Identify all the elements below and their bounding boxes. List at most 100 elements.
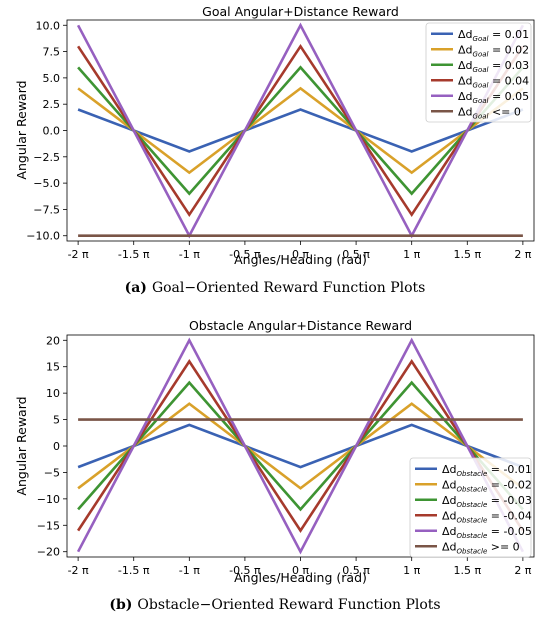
legend-entry-base: Δd — [458, 28, 473, 41]
x-tick-label: 0.5 π — [342, 564, 370, 577]
y-tick-label: −2.5 — [33, 151, 60, 164]
x-tick-label: 1 π — [403, 564, 420, 577]
legend-entry-base: Δd — [442, 478, 457, 491]
legend-entry-tail: = -0.03 — [487, 494, 532, 507]
legend-entry-tail: >= 0 — [487, 540, 519, 553]
legend-entry-base: Δd — [458, 59, 473, 72]
legend-entry: ΔdObstacle = -0.04 — [442, 509, 532, 524]
legend-entry: ΔdObstacle >= 0 — [442, 540, 520, 555]
legend-entry-tail: = 0.01 — [488, 28, 529, 41]
legend-entry-sub: Obstacle — [457, 470, 488, 478]
y-tick-label: −5.0 — [33, 177, 60, 190]
y-tick-label: 5 — [53, 414, 60, 427]
legend-entry-base: Δd — [458, 90, 473, 103]
chart-title: Goal Angular+Distance Reward — [202, 4, 399, 19]
y-axis-label: Angular Reward — [14, 80, 29, 179]
series-line — [76, 22, 525, 239]
legend-entry-sub: Goal — [473, 35, 489, 43]
legend-entry: ΔdObstacle = -0.03 — [442, 494, 532, 509]
y-tick-label: 10.0 — [36, 19, 61, 32]
y-tick-label: −10.0 — [26, 230, 60, 243]
y-tick-label: 20 — [46, 334, 60, 347]
legend-entry-tail: = 0.04 — [488, 74, 529, 87]
legend-entry-tail: = -0.04 — [487, 509, 532, 522]
x-tick-label: 1 π — [403, 248, 420, 261]
y-tick-label: −5 — [44, 466, 60, 479]
caption-a-text: Goal−Oriented Reward Function Plots — [152, 280, 425, 296]
legend-entry: ΔdGoal = 0.04 — [458, 74, 529, 89]
series-line — [77, 65, 524, 196]
legend-entry: ΔdGoal = 0.05 — [458, 90, 529, 105]
series-line — [77, 359, 524, 533]
x-tick-label: 1.5 π — [453, 248, 481, 261]
legend-entry: ΔdObstacle = -0.02 — [442, 478, 532, 493]
legend-entry-sub: Goal — [473, 81, 489, 89]
legend-box — [409, 457, 532, 558]
legend-entry-tail: = -0.01 — [487, 463, 532, 476]
series-line — [77, 108, 524, 153]
legend-entry-sub: Goal — [473, 50, 489, 58]
legend-entry: ΔdObstacle = -0.01 — [442, 463, 532, 478]
y-tick-label: 2.5 — [43, 98, 61, 111]
legend-entry-sub: Obstacle — [457, 485, 488, 493]
legend-entry-sub: Goal — [473, 66, 489, 74]
x-tick-label: -1 π — [179, 564, 200, 577]
x-tick-label: -2 π — [68, 248, 89, 261]
legend-entry: ΔdGoal = 0.03 — [458, 59, 529, 74]
x-tick-label: 0 π — [292, 248, 309, 261]
y-tick-label: 5.0 — [43, 72, 61, 85]
legend-entry: ΔdGoal <= 0 — [458, 105, 521, 120]
y-tick-label: 15 — [46, 361, 60, 374]
legend-entry-sub: Goal — [473, 97, 489, 105]
x-tick-label: 0.5 π — [342, 248, 370, 261]
legend-entry-sub: Obstacle — [457, 516, 488, 524]
x-tick-label: -1 π — [179, 248, 200, 261]
legend-entry-base: Δd — [442, 525, 457, 538]
series-line — [77, 423, 524, 469]
legend-entry-base: Δd — [458, 74, 473, 87]
series-line — [77, 86, 524, 175]
y-tick-label: −15 — [37, 519, 60, 532]
legend-entry-base: Δd — [442, 509, 457, 522]
legend-entry-tail: <= 0 — [488, 105, 520, 118]
series-line — [77, 43, 524, 218]
x-tick-label: -2 π — [68, 564, 89, 577]
chart-title: Obstacle Angular+Distance Reward — [189, 318, 412, 333]
y-tick-label: −20 — [37, 546, 60, 559]
legend-entry-sub: Obstacle — [457, 547, 488, 555]
x-axis-label: Angles/Heading (rad) — [234, 570, 367, 585]
legend-entry-base: Δd — [442, 540, 457, 553]
y-tick-label: 0.0 — [43, 125, 61, 138]
caption-b-letter: (b) — [109, 597, 132, 613]
legend-entry: ΔdGoal = 0.02 — [458, 43, 529, 58]
legend-entry-base: Δd — [442, 463, 457, 476]
series-line — [76, 337, 525, 555]
x-tick-label: -0.5 π — [229, 564, 261, 577]
series-line — [77, 380, 524, 512]
legend-entry-tail: = -0.02 — [487, 478, 532, 491]
legend-entry-sub: Goal — [473, 112, 489, 120]
legend-entry-sub: Obstacle — [457, 532, 488, 540]
y-tick-label: 7.5 — [43, 46, 61, 59]
legend-entry-tail: = 0.05 — [488, 90, 529, 103]
x-axis-label: Angles/Heading (rad) — [234, 252, 367, 267]
legend-entry-tail: = 0.03 — [488, 59, 529, 72]
x-tick-label: -0.5 π — [229, 248, 261, 261]
y-tick-label: 10 — [46, 387, 60, 400]
legend-entry-tail: = -0.05 — [487, 525, 532, 538]
legend-entry-base: Δd — [458, 43, 473, 56]
series-line — [77, 402, 524, 490]
goal-reward-chart: Goal Angular+Distance Reward -2 π -1.5 π -1… — [14, 4, 535, 267]
caption-a-letter: (a) — [125, 280, 147, 296]
x-tick-label: -1.5 π — [118, 248, 150, 261]
legend-entry-base: Δd — [442, 494, 457, 507]
x-tick-label: 2 π — [514, 564, 531, 577]
y-axis-label: Angular Reward — [14, 396, 29, 495]
x-tick-label: 1.5 π — [453, 564, 481, 577]
legend-entry: ΔdGoal = 0.01 — [458, 28, 529, 43]
legend-entry-sub: Obstacle — [457, 501, 488, 509]
caption-b: (b) Obstacle−Oriented Reward Function Plo… — [109, 597, 440, 613]
legend-box — [425, 22, 532, 123]
legend-entry: ΔdObstacle = -0.05 — [442, 525, 532, 540]
